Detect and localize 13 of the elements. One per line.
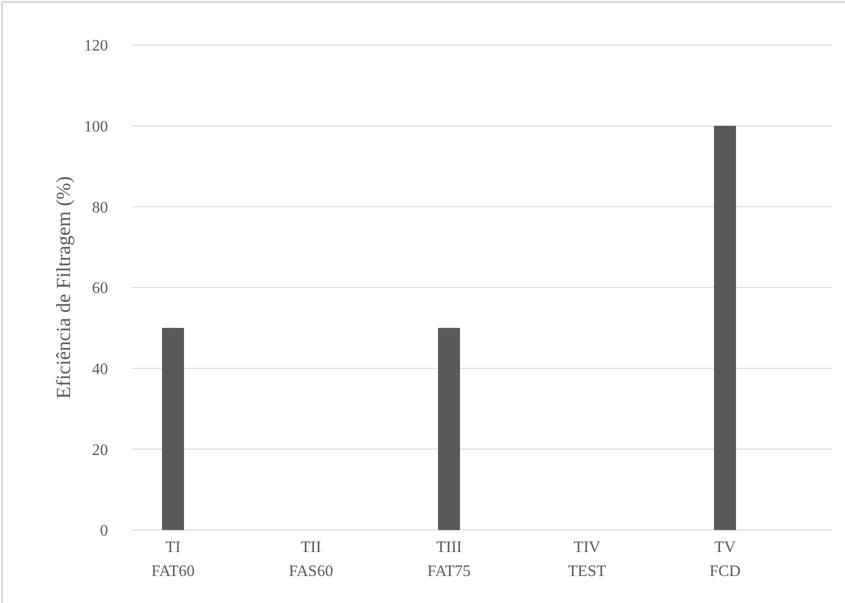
- y-tick-label: 60: [92, 280, 108, 298]
- y-axis-title: Eficiência de Filtragem (%): [53, 176, 75, 399]
- x-tick-label: TIII FAT75: [427, 539, 471, 580]
- y-tick-label: 20: [92, 442, 108, 459]
- x-tick-label: TV FCD: [709, 539, 741, 580]
- x-tick-label: TI FAT60: [151, 539, 195, 580]
- x-tick-label: TII FAS60: [288, 539, 334, 580]
- x-tick-label: TIV TEST: [568, 539, 606, 580]
- y-tick-label: 80: [92, 199, 108, 216]
- y-tick-label: 100: [84, 118, 108, 136]
- y-tick-label: 0: [100, 522, 108, 540]
- y-tick-label: 120: [84, 38, 108, 55]
- y-tick-label: 40: [92, 360, 108, 378]
